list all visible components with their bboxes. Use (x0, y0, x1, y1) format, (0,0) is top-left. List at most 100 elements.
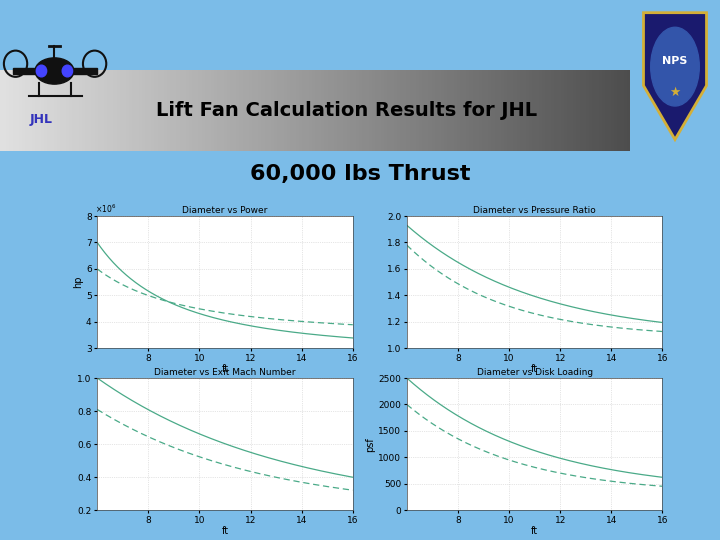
Bar (13, 68, 45, 74)
Bar (451, 70, 454, 151)
Bar (261, 70, 265, 151)
Bar (123, 70, 126, 151)
Bar (158, 70, 161, 151)
Bar (296, 70, 300, 151)
Bar (456, 70, 460, 151)
Bar (16, 70, 19, 151)
Title: Diameter vs Power: Diameter vs Power (182, 206, 268, 215)
Bar (63, 70, 66, 151)
Bar (174, 70, 176, 151)
Bar (164, 70, 167, 151)
Bar (545, 70, 548, 151)
Bar (476, 70, 479, 151)
Bar (227, 70, 230, 151)
Bar (328, 70, 330, 151)
Bar (265, 70, 268, 151)
Bar (167, 70, 170, 151)
Bar (300, 70, 302, 151)
Bar (482, 70, 485, 151)
Bar (19, 70, 22, 151)
Bar (176, 70, 179, 151)
Bar (330, 70, 334, 151)
Bar (195, 70, 199, 151)
Bar (321, 70, 325, 151)
Bar (129, 70, 132, 151)
Bar (110, 70, 114, 151)
Bar (22, 70, 25, 151)
X-axis label: ft: ft (531, 364, 538, 374)
Bar (422, 70, 426, 151)
Bar (467, 70, 469, 151)
Bar (243, 70, 246, 151)
Bar (532, 70, 536, 151)
Text: JHL: JHL (30, 113, 53, 126)
Bar (302, 70, 305, 151)
Bar (25, 70, 28, 151)
Bar (460, 70, 463, 151)
Bar (573, 70, 577, 151)
Bar (492, 70, 495, 151)
X-axis label: ft: ft (222, 364, 228, 374)
Bar (469, 70, 472, 151)
Bar (202, 70, 204, 151)
Bar (375, 70, 378, 151)
Bar (529, 70, 532, 151)
Bar (3, 70, 6, 151)
Bar (608, 70, 611, 151)
Y-axis label: hp: hp (73, 276, 83, 288)
Bar (346, 70, 350, 151)
Bar (82, 70, 85, 151)
Bar (602, 70, 605, 151)
Bar (539, 70, 541, 151)
Bar (287, 70, 289, 151)
Bar (350, 70, 353, 151)
Bar (479, 70, 482, 151)
Bar (35, 70, 37, 151)
Bar (406, 70, 410, 151)
Ellipse shape (35, 58, 74, 84)
Bar (580, 70, 582, 151)
Bar (454, 70, 456, 151)
Bar (552, 70, 554, 151)
Bar (289, 70, 293, 151)
Bar (258, 70, 261, 151)
Bar (507, 70, 510, 151)
Bar (595, 70, 598, 151)
Bar (359, 70, 362, 151)
Bar (274, 70, 277, 151)
Bar (495, 70, 498, 151)
Bar (69, 70, 73, 151)
Bar (624, 70, 627, 151)
Bar (239, 70, 243, 151)
Text: 60,000 lbs Thrust: 60,000 lbs Thrust (250, 164, 470, 184)
Bar (413, 70, 416, 151)
Bar (53, 70, 57, 151)
Bar (523, 70, 526, 151)
Bar (517, 70, 520, 151)
Bar (438, 70, 441, 151)
Bar (611, 70, 614, 151)
Bar (618, 70, 621, 151)
Bar (135, 70, 138, 151)
Bar (337, 70, 340, 151)
Bar (101, 70, 104, 151)
Bar (94, 70, 98, 151)
Bar (501, 70, 504, 151)
Bar (365, 70, 369, 151)
Bar (431, 70, 435, 151)
Bar (441, 70, 444, 151)
Bar (78, 70, 82, 151)
Circle shape (62, 65, 73, 77)
Bar (183, 70, 186, 151)
Bar (419, 70, 422, 151)
Bar (48, 70, 50, 151)
Bar (60, 70, 63, 151)
Bar (211, 70, 215, 151)
Text: ★: ★ (670, 86, 680, 99)
Bar (485, 70, 488, 151)
Bar (277, 70, 280, 151)
Bar (57, 70, 60, 151)
Bar (325, 70, 328, 151)
Bar (28, 70, 32, 151)
Bar (91, 70, 94, 151)
